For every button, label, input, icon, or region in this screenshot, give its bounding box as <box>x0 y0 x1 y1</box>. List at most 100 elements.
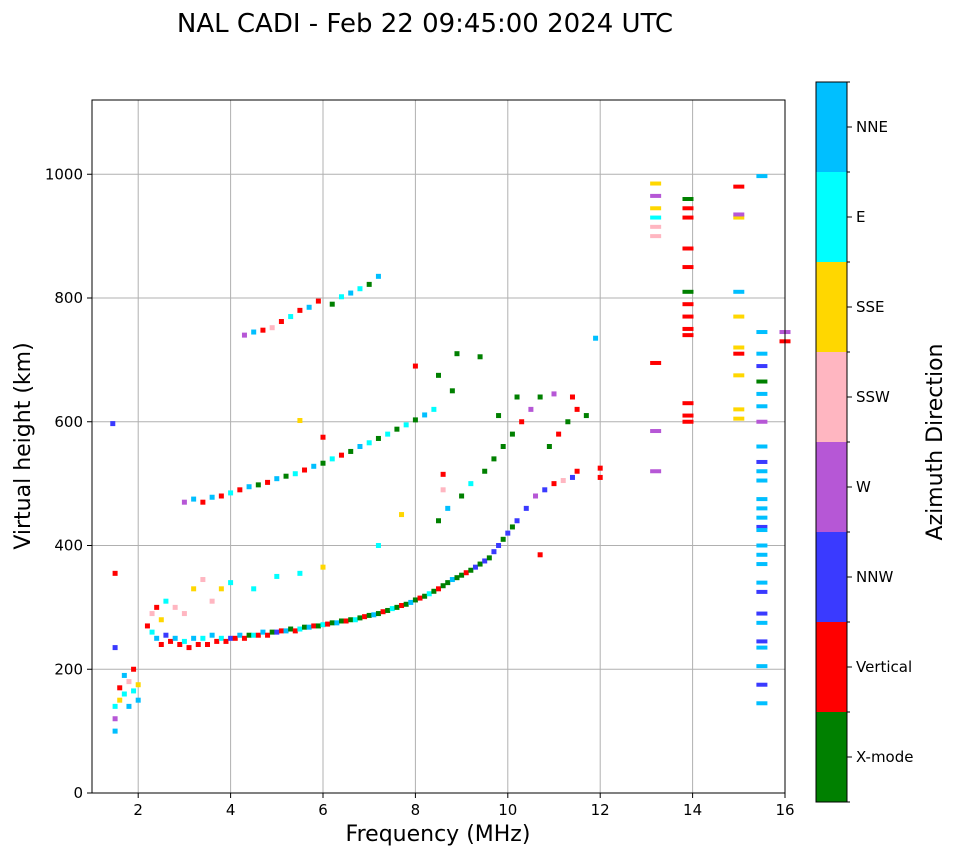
data-point <box>509 524 515 530</box>
data-point <box>112 645 118 651</box>
colorbar-border <box>815 81 848 803</box>
data-point <box>117 697 123 703</box>
data-point <box>237 487 243 493</box>
data-point <box>163 598 169 604</box>
data-point <box>163 632 169 638</box>
colorbar-tick-label: E <box>856 208 865 226</box>
data-point <box>403 422 409 428</box>
data-point <box>168 638 174 644</box>
data-point <box>756 404 768 409</box>
data-point <box>209 494 215 500</box>
data-point <box>733 351 745 356</box>
data-point <box>200 577 206 583</box>
data-point <box>297 626 303 632</box>
data-point <box>394 604 400 610</box>
data-point <box>569 474 575 480</box>
data-point <box>375 543 381 548</box>
data-point <box>528 406 534 412</box>
data-point <box>288 314 294 320</box>
data-point <box>412 417 418 423</box>
data-point <box>756 589 768 594</box>
data-point <box>274 476 280 482</box>
data-point <box>394 426 400 432</box>
x-tick-label: 16 <box>775 801 794 819</box>
data-point <box>682 265 694 270</box>
data-point <box>315 623 321 629</box>
data-point <box>352 617 358 623</box>
data-point <box>756 645 768 650</box>
data-point <box>117 685 123 691</box>
data-point <box>682 401 694 406</box>
data-point <box>158 642 164 647</box>
data-point <box>445 580 451 586</box>
data-point <box>650 360 662 365</box>
data-point <box>385 431 391 437</box>
data-point <box>343 618 349 624</box>
data-point <box>756 506 768 511</box>
colorbar-tick-label: SSW <box>856 388 890 406</box>
data-point <box>756 528 768 533</box>
data-point <box>733 314 745 319</box>
data-point <box>380 609 386 615</box>
x-tick-label: 4 <box>226 801 236 819</box>
data-point <box>756 364 768 369</box>
data-point <box>126 703 132 709</box>
data-point <box>112 703 118 709</box>
data-point <box>320 622 326 628</box>
data-point <box>733 416 745 421</box>
data-point <box>496 413 502 419</box>
data-point <box>302 624 308 630</box>
data-point <box>756 174 768 179</box>
data-point <box>338 452 344 458</box>
data-point <box>135 682 141 688</box>
data-point <box>260 629 266 635</box>
data-point <box>144 623 150 629</box>
data-point <box>209 598 215 604</box>
data-point <box>255 482 261 488</box>
data-point <box>357 444 363 449</box>
colorbar-segment-w <box>816 442 847 532</box>
data-point <box>306 624 312 630</box>
data-point <box>650 181 662 186</box>
data-point <box>241 332 247 338</box>
x-tick-label: 14 <box>683 801 702 819</box>
data-point <box>255 632 261 638</box>
data-point <box>426 591 432 597</box>
data-point <box>542 487 548 493</box>
data-point <box>523 505 529 511</box>
colorbar-label: Azimuth Direction <box>923 343 948 540</box>
data-point <box>131 688 137 694</box>
data-point <box>274 573 280 579</box>
data-point <box>348 617 354 623</box>
x-tick-label: 6 <box>318 801 328 819</box>
data-point <box>650 224 662 229</box>
data-point <box>756 515 768 520</box>
data-point <box>756 682 768 687</box>
data-point <box>205 642 210 647</box>
data-point <box>366 281 372 287</box>
data-point <box>241 635 247 641</box>
data-points <box>110 174 791 734</box>
data-point <box>756 478 768 483</box>
data-point <box>431 588 437 594</box>
data-point <box>756 552 768 557</box>
data-point <box>218 493 224 499</box>
colorbar-segment-sse <box>816 262 847 352</box>
data-point <box>375 611 381 617</box>
data-point <box>756 444 768 449</box>
y-tick-label: 0 <box>73 784 83 802</box>
data-point <box>650 469 662 474</box>
data-point <box>292 628 298 634</box>
colorbar-tick-label: NNW <box>856 568 893 586</box>
data-point <box>389 606 395 612</box>
data-point <box>269 629 275 635</box>
data-point <box>154 604 160 610</box>
data-point <box>682 413 694 418</box>
data-point <box>214 638 220 644</box>
data-point <box>756 469 768 474</box>
data-point <box>297 570 303 576</box>
data-point <box>362 614 368 620</box>
data-point <box>228 635 234 641</box>
data-point <box>597 474 603 480</box>
plot-area: 2 4 6 8 10 12 14 16 0 200 400 600 800 1000 <box>45 99 795 819</box>
